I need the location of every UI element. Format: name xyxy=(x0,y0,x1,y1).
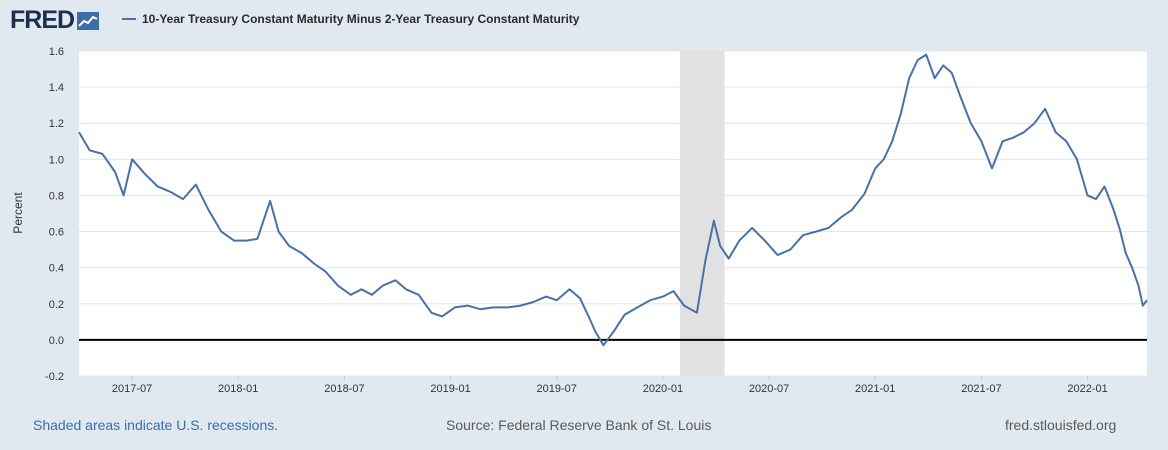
x-tick-label: 2020-01 xyxy=(643,383,683,395)
y-tick-label: 0.6 xyxy=(49,227,64,239)
legend-swatch xyxy=(122,18,136,20)
fred-logo-text: FRED xyxy=(10,6,75,34)
chart-area: -0.2 0.0 0.2 0.4 0.6 0.8 1.0 1.2 1.4 1.6 2017-07 2… xyxy=(0,40,1168,410)
series-line xyxy=(78,53,1148,347)
series-legend: 10-Year Treasury Constant Maturity Minus… xyxy=(122,12,579,26)
x-tick-label: 2021-01 xyxy=(855,383,895,395)
fred-logo[interactable]: FRED xyxy=(10,6,100,35)
x-tick-label: 2019-01 xyxy=(430,383,470,395)
y-tick-label: 1.2 xyxy=(49,118,64,130)
y-tick-label: 1.6 xyxy=(49,46,64,58)
x-tick-label: 2017-07 xyxy=(112,383,152,395)
source-note: Source: Federal Reserve Bank of St. Loui… xyxy=(446,417,712,433)
x-tick-label: 2020-07 xyxy=(749,383,789,395)
line-chart: -0.2 0.0 0.2 0.4 0.6 0.8 1.0 1.2 1.4 1.6 2017-07 2… xyxy=(11,46,1148,395)
chart-graph-icon xyxy=(77,11,100,30)
plot-background xyxy=(79,51,1147,376)
y-tick-label: -0.2 xyxy=(45,371,64,383)
y-tick-label: 1.4 xyxy=(49,82,64,94)
y-tick-label: 0.0 xyxy=(49,335,64,347)
y-tick-label: 1.0 xyxy=(49,154,64,166)
recession-note[interactable]: Shaded areas indicate U.S. recessions. xyxy=(33,417,279,433)
chart-header: FRED 10-Year Treasury Constant Maturity … xyxy=(0,0,1168,40)
y-axis-label: Percent xyxy=(11,192,25,234)
x-tick-label: 2021-07 xyxy=(961,383,1001,395)
x-tick-label: 2018-01 xyxy=(218,383,258,395)
series-title: 10-Year Treasury Constant Maturity Minus… xyxy=(142,12,580,26)
y-tick-label: 0.2 xyxy=(49,299,64,311)
x-tick-label: 2022-01 xyxy=(1067,383,1107,395)
y-tick-label: 0.8 xyxy=(49,190,64,202)
recession-shading xyxy=(679,51,725,376)
site-link[interactable]: fred.stlouisfed.org xyxy=(1005,417,1117,433)
x-tick-label: 2018-07 xyxy=(324,383,364,395)
x-tick-label: 2019-07 xyxy=(537,383,577,395)
y-tick-label: 0.4 xyxy=(49,263,64,275)
